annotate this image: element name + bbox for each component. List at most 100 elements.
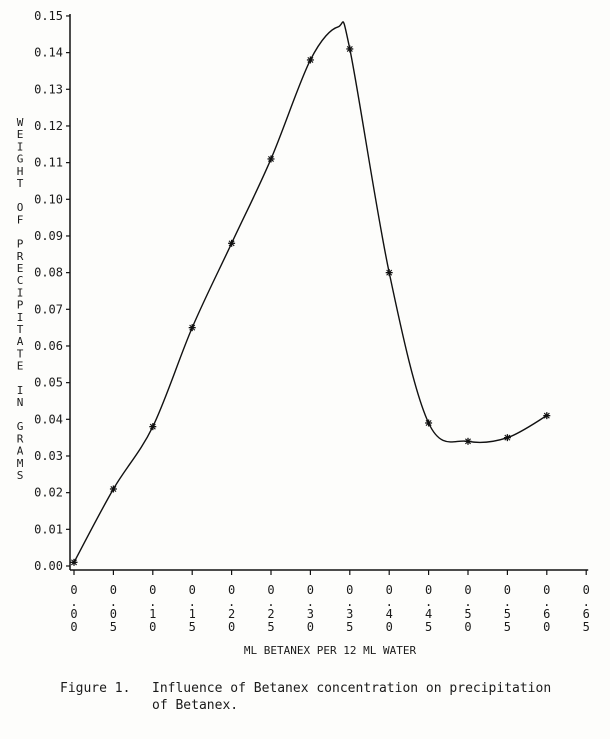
svg-text:0: 0 bbox=[228, 620, 235, 634]
svg-text:P: P bbox=[17, 299, 24, 312]
svg-text:A: A bbox=[17, 445, 24, 458]
svg-text:0.05: 0.05 bbox=[34, 376, 63, 390]
figure-caption: Figure 1. Influence of Betanex concentrat… bbox=[60, 680, 551, 714]
svg-text:0: 0 bbox=[464, 583, 471, 597]
svg-text:A: A bbox=[17, 335, 24, 348]
svg-text:.: . bbox=[110, 595, 117, 609]
svg-text:5: 5 bbox=[110, 620, 117, 634]
svg-text:M: M bbox=[17, 457, 24, 470]
svg-text:0: 0 bbox=[307, 620, 314, 634]
svg-text:0.01: 0.01 bbox=[34, 522, 63, 536]
svg-text:0.06: 0.06 bbox=[34, 339, 63, 353]
svg-text:O: O bbox=[17, 201, 24, 214]
svg-text:E: E bbox=[17, 360, 24, 373]
svg-text:W: W bbox=[17, 116, 24, 129]
svg-text:0: 0 bbox=[110, 607, 117, 621]
svg-text:0: 0 bbox=[149, 620, 156, 634]
data-point-marker bbox=[385, 269, 393, 277]
svg-text:1: 1 bbox=[189, 607, 196, 621]
x-axis-ticks: 0.000.050.100.150.200.250.300.350.400.45… bbox=[70, 570, 590, 634]
svg-text:.: . bbox=[267, 595, 274, 609]
svg-text:5: 5 bbox=[346, 620, 353, 634]
svg-text:0: 0 bbox=[267, 583, 274, 597]
svg-text:0: 0 bbox=[386, 583, 393, 597]
svg-text:I: I bbox=[17, 140, 24, 153]
svg-text:.: . bbox=[386, 595, 393, 609]
svg-text:5: 5 bbox=[504, 620, 511, 634]
svg-text:0: 0 bbox=[543, 583, 550, 597]
data-point-marker bbox=[70, 558, 78, 566]
svg-text:.: . bbox=[228, 595, 235, 609]
svg-text:T: T bbox=[17, 177, 24, 190]
svg-text:0: 0 bbox=[70, 607, 77, 621]
svg-text:0: 0 bbox=[425, 583, 432, 597]
svg-text:C: C bbox=[17, 274, 24, 287]
svg-text:I: I bbox=[17, 286, 24, 299]
svg-text:1: 1 bbox=[149, 607, 156, 621]
svg-text:0.07: 0.07 bbox=[34, 302, 63, 316]
svg-text:0.15: 0.15 bbox=[34, 9, 63, 23]
svg-text:5: 5 bbox=[189, 620, 196, 634]
data-point-marker bbox=[188, 324, 196, 332]
chart-axes bbox=[69, 13, 589, 571]
svg-text:0: 0 bbox=[504, 583, 511, 597]
svg-text:I: I bbox=[17, 384, 24, 397]
svg-text:G: G bbox=[17, 153, 24, 166]
svg-text:5: 5 bbox=[464, 607, 471, 621]
svg-text:2: 2 bbox=[267, 607, 274, 621]
svg-text:0.00: 0.00 bbox=[34, 559, 63, 573]
svg-text:0: 0 bbox=[149, 583, 156, 597]
svg-text:0.13: 0.13 bbox=[34, 82, 63, 96]
svg-text:3: 3 bbox=[307, 607, 314, 621]
data-curve bbox=[73, 21, 548, 563]
svg-text:0: 0 bbox=[70, 620, 77, 634]
svg-text:E: E bbox=[17, 262, 24, 275]
svg-text:5: 5 bbox=[425, 620, 432, 634]
svg-text:.: . bbox=[543, 595, 550, 609]
svg-text:.: . bbox=[70, 595, 77, 609]
svg-text:2: 2 bbox=[228, 607, 235, 621]
svg-text:6: 6 bbox=[543, 607, 550, 621]
svg-text:0.08: 0.08 bbox=[34, 266, 63, 280]
svg-text:0: 0 bbox=[346, 583, 353, 597]
svg-text:I: I bbox=[17, 311, 24, 324]
svg-text:0: 0 bbox=[464, 620, 471, 634]
svg-text:.: . bbox=[583, 595, 590, 609]
svg-text:R: R bbox=[17, 432, 24, 445]
data-point-marker bbox=[346, 45, 354, 53]
data-point-marker bbox=[109, 485, 117, 493]
svg-text:0: 0 bbox=[228, 583, 235, 597]
svg-text:.: . bbox=[464, 595, 471, 609]
svg-text:0.04: 0.04 bbox=[34, 412, 63, 426]
svg-text:4: 4 bbox=[386, 607, 393, 621]
svg-text:0.03: 0.03 bbox=[34, 449, 63, 463]
svg-text:5: 5 bbox=[504, 607, 511, 621]
svg-text:P: P bbox=[17, 238, 24, 251]
data-point-marker bbox=[425, 419, 433, 427]
svg-text:0: 0 bbox=[386, 620, 393, 634]
svg-text:0: 0 bbox=[307, 583, 314, 597]
svg-text:0.14: 0.14 bbox=[34, 46, 63, 60]
svg-text:.: . bbox=[189, 595, 196, 609]
svg-text:3: 3 bbox=[346, 607, 353, 621]
svg-text:F: F bbox=[17, 213, 24, 226]
svg-text:0.12: 0.12 bbox=[34, 119, 63, 133]
data-point-marker bbox=[306, 56, 314, 64]
svg-text:S: S bbox=[17, 469, 24, 482]
svg-text:6: 6 bbox=[583, 607, 590, 621]
svg-text:E: E bbox=[17, 128, 24, 141]
caption-line-1: Influence of Betanex concentration on pr… bbox=[152, 681, 552, 696]
caption-line-2: of Betanex. bbox=[152, 698, 239, 713]
svg-text:5: 5 bbox=[267, 620, 274, 634]
data-markers bbox=[70, 45, 551, 566]
svg-text:R: R bbox=[17, 250, 24, 263]
svg-text:0: 0 bbox=[543, 620, 550, 634]
y-axis-ticks: 0.00 0.01 0.02 0.03 0.04 0.05 0.06 0.07 0.08 0.09… bbox=[34, 9, 70, 573]
svg-text:T: T bbox=[17, 323, 24, 336]
svg-text:0.11: 0.11 bbox=[34, 156, 63, 170]
svg-text:0.10: 0.10 bbox=[34, 192, 63, 206]
svg-text:0.02: 0.02 bbox=[34, 486, 63, 500]
line-chart: 0.000.010.020.030.040.050.060.070.080.09… bbox=[17, 9, 590, 657]
svg-text:5: 5 bbox=[583, 620, 590, 634]
